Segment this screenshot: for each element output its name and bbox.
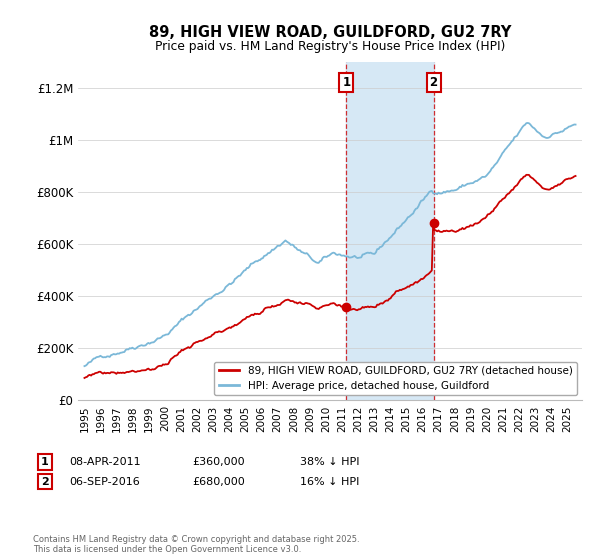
Text: £360,000: £360,000 bbox=[192, 457, 245, 467]
Text: 89, HIGH VIEW ROAD, GUILDFORD, GU2 7RY: 89, HIGH VIEW ROAD, GUILDFORD, GU2 7RY bbox=[149, 25, 511, 40]
Text: 2: 2 bbox=[430, 76, 437, 89]
Text: 38% ↓ HPI: 38% ↓ HPI bbox=[300, 457, 359, 467]
Text: 1: 1 bbox=[41, 457, 49, 467]
Text: 06-SEP-2016: 06-SEP-2016 bbox=[69, 477, 140, 487]
Text: 08-APR-2011: 08-APR-2011 bbox=[69, 457, 140, 467]
Text: 1: 1 bbox=[343, 76, 350, 89]
Text: £680,000: £680,000 bbox=[192, 477, 245, 487]
Legend: 89, HIGH VIEW ROAD, GUILDFORD, GU2 7RY (detached house), HPI: Average price, det: 89, HIGH VIEW ROAD, GUILDFORD, GU2 7RY (… bbox=[214, 362, 577, 395]
Text: 16% ↓ HPI: 16% ↓ HPI bbox=[300, 477, 359, 487]
Text: Contains HM Land Registry data © Crown copyright and database right 2025.
This d: Contains HM Land Registry data © Crown c… bbox=[33, 535, 359, 554]
Text: Price paid vs. HM Land Registry's House Price Index (HPI): Price paid vs. HM Land Registry's House … bbox=[155, 40, 505, 53]
Bar bbox=[346, 62, 434, 400]
Text: 2: 2 bbox=[41, 477, 49, 487]
